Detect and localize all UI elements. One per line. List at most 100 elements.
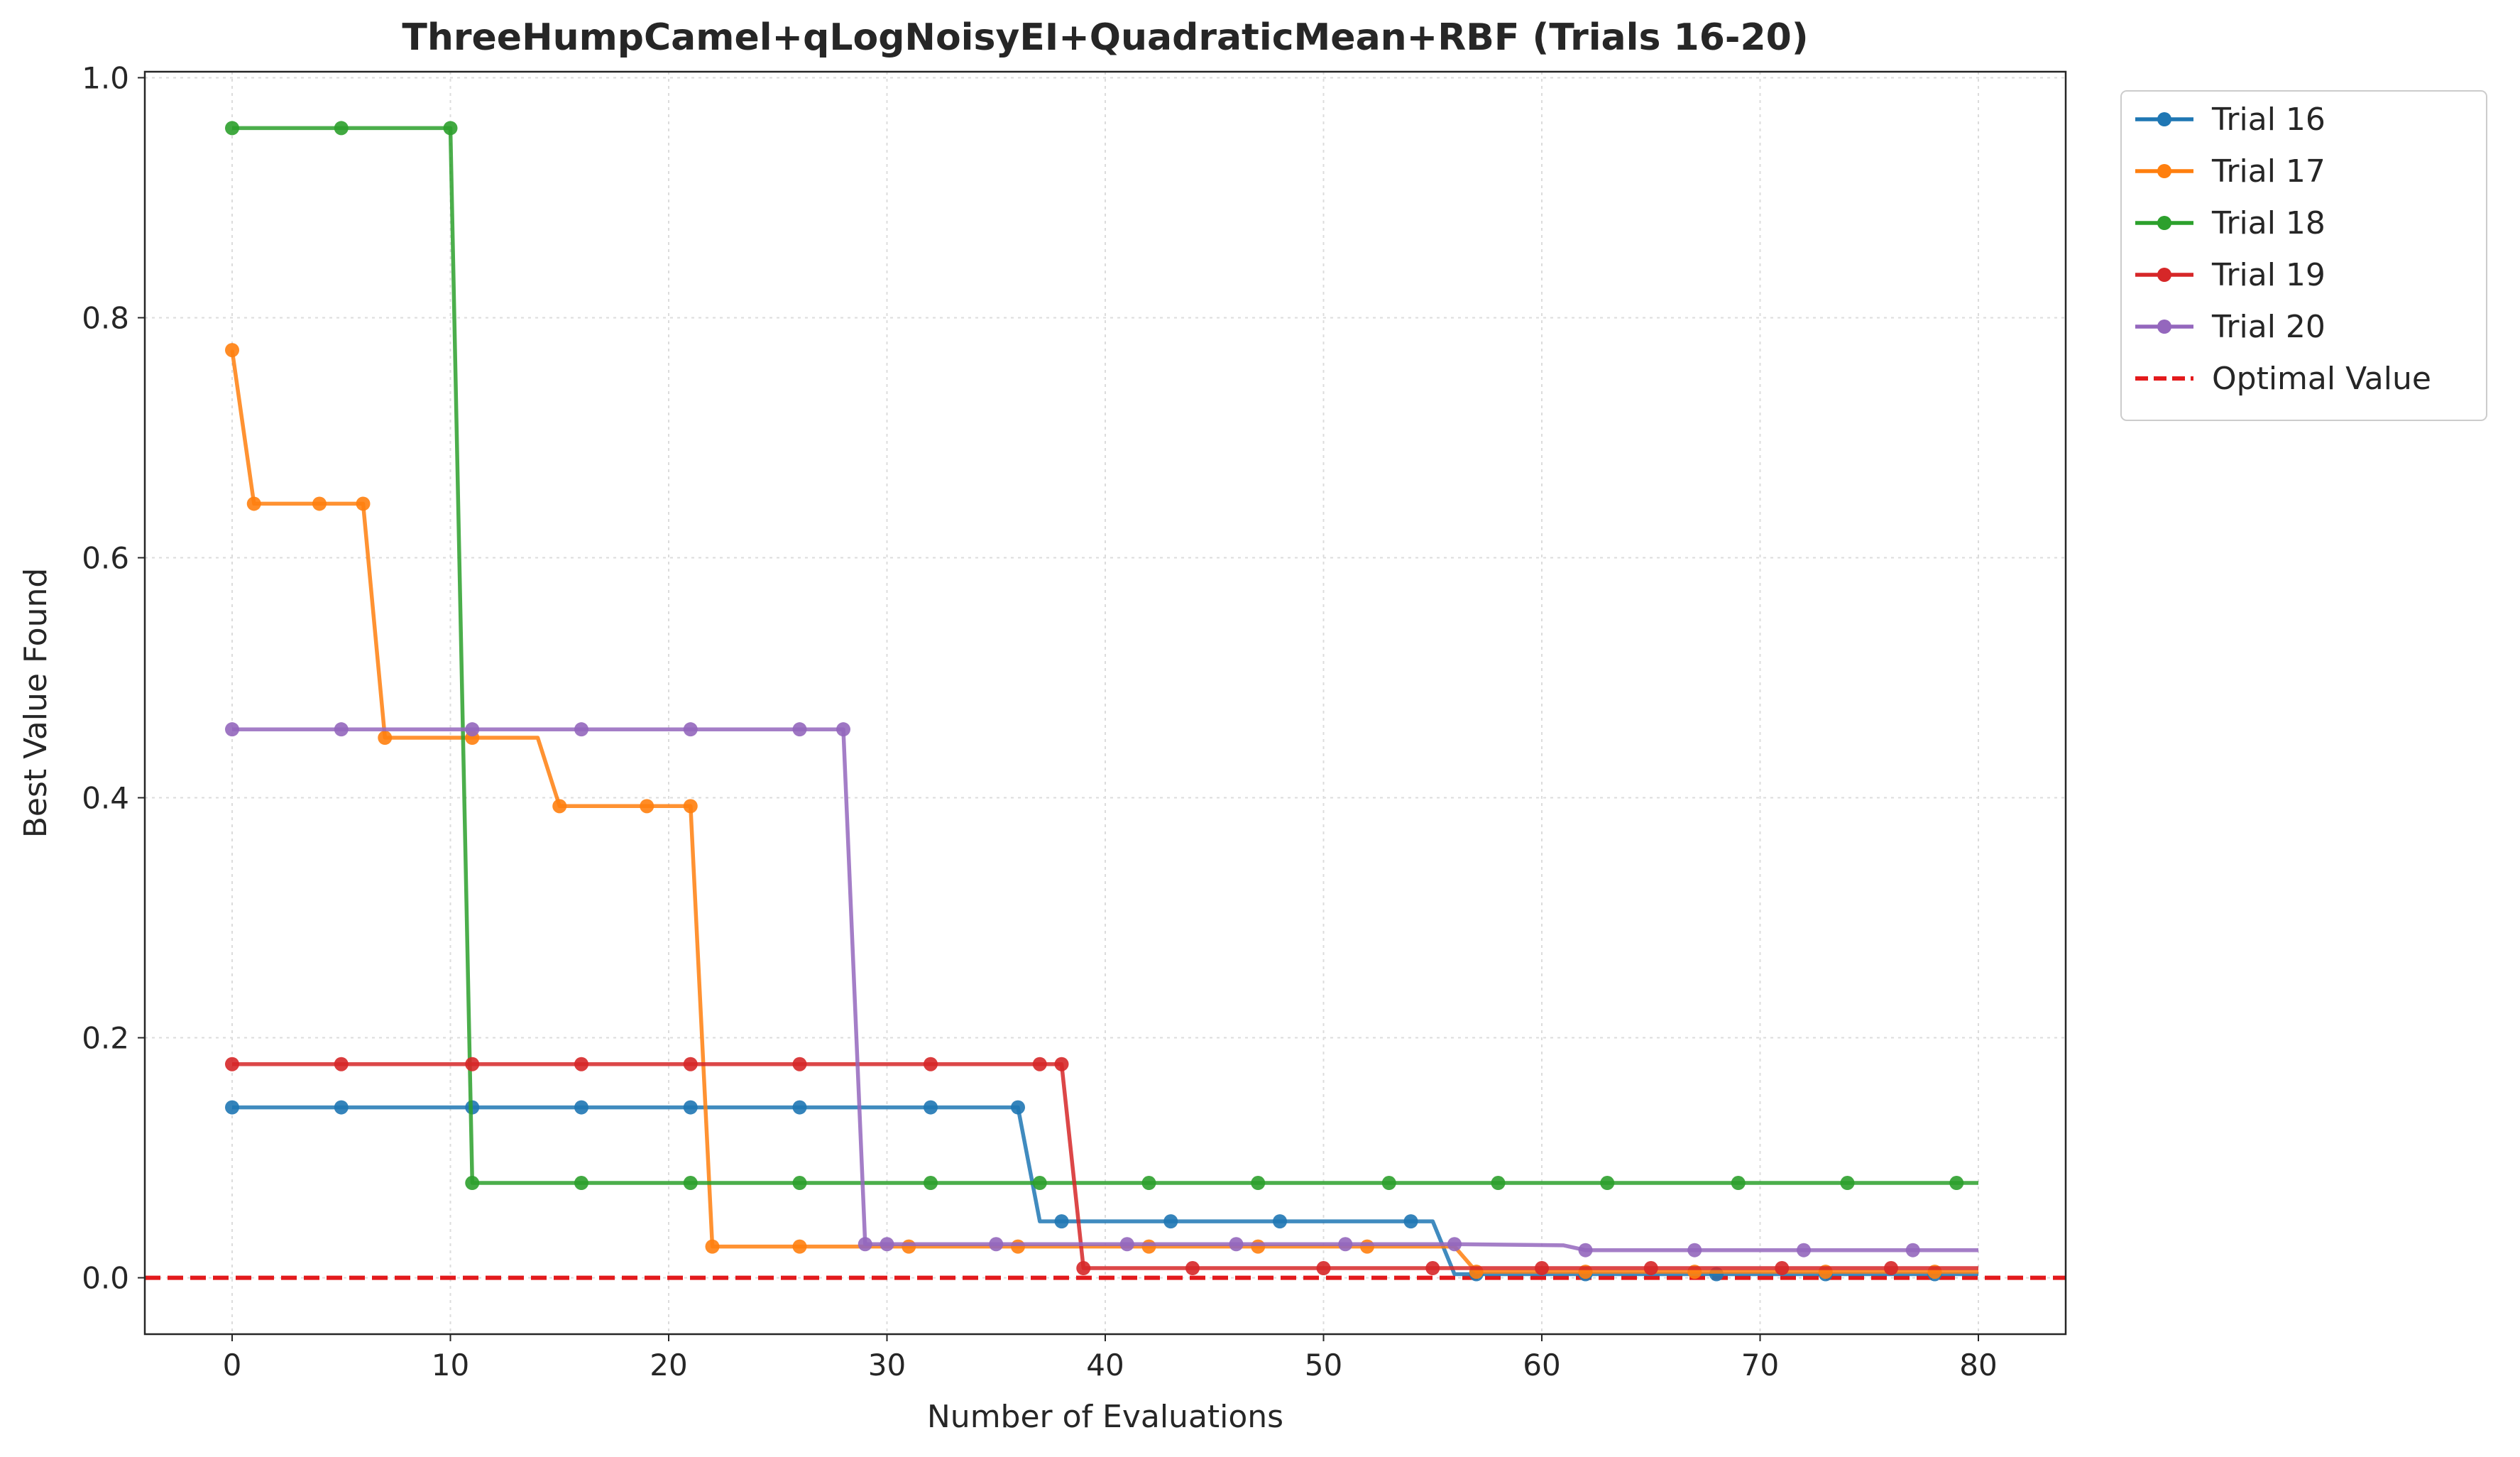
data-point: [378, 731, 393, 746]
data-point: [574, 722, 588, 737]
data-point: [465, 722, 480, 737]
data-point: [683, 1100, 698, 1115]
data-point: [683, 722, 698, 737]
data-point: [640, 799, 654, 814]
data-point: [1949, 1176, 1964, 1191]
data-point: [1775, 1261, 1790, 1276]
data-point: [1119, 1237, 1134, 1252]
chart-title: ThreeHumpCamel+qLogNoisyEI+QuadraticMean…: [402, 16, 1808, 59]
data-point: [1054, 1057, 1069, 1071]
data-point: [683, 1057, 698, 1071]
legend-swatch-marker: [2157, 216, 2171, 230]
data-point: [225, 1100, 239, 1115]
y-tick-label: 0.0: [82, 1261, 129, 1296]
data-point: [924, 1057, 938, 1071]
y-tick-label: 1.0: [82, 60, 129, 95]
data-point: [880, 1237, 894, 1252]
data-point: [1491, 1176, 1506, 1191]
data-point: [1032, 1057, 1047, 1071]
series-group: [225, 121, 1978, 1282]
data-point: [1578, 1243, 1593, 1257]
x-axis-label: Number of Evaluations: [927, 1399, 1283, 1435]
series-line: [230, 349, 1978, 1274]
legend-swatch-marker: [2157, 112, 2171, 126]
data-point: [356, 496, 371, 511]
data-point: [924, 1100, 938, 1115]
x-tick-label: 70: [1741, 1348, 1779, 1382]
data-point: [443, 121, 458, 136]
data-point: [1185, 1261, 1200, 1276]
data-point: [683, 1176, 698, 1191]
series-trial-18: [225, 121, 1978, 1191]
y-tick-label: 0.6: [82, 540, 129, 575]
legend-label: Trial 16: [2211, 102, 2325, 138]
y-tick-label: 0.2: [82, 1021, 129, 1056]
data-point: [792, 1239, 807, 1254]
legend-label: Trial 20: [2211, 309, 2325, 345]
data-point: [574, 1057, 588, 1071]
x-tick-label: 40: [1086, 1348, 1124, 1382]
data-point: [902, 1239, 916, 1254]
data-point: [334, 722, 349, 737]
data-point: [1360, 1239, 1374, 1254]
data-point: [1840, 1176, 1855, 1191]
x-tick-label: 0: [223, 1348, 242, 1382]
series-trial-20: [225, 722, 1978, 1257]
data-point: [1076, 1261, 1091, 1276]
data-point: [1163, 1214, 1178, 1229]
data-point: [1381, 1176, 1396, 1191]
data-point: [225, 343, 239, 358]
series-line: [232, 126, 1978, 1185]
data-point: [574, 1176, 588, 1191]
x-tick-label: 50: [1305, 1348, 1342, 1382]
data-point: [312, 496, 327, 511]
data-point: [836, 722, 850, 737]
legend-label: Trial 19: [2211, 257, 2325, 293]
x-tick-label: 10: [432, 1348, 469, 1382]
data-point: [1687, 1243, 1702, 1257]
data-point: [552, 799, 567, 814]
data-point: [1425, 1261, 1440, 1276]
series-line: [232, 1062, 1978, 1270]
legend-label: Trial 18: [2211, 205, 2325, 241]
series-line: [232, 727, 1978, 1253]
data-point: [858, 1237, 872, 1252]
data-point: [1643, 1261, 1658, 1276]
data-point: [1229, 1237, 1244, 1252]
y-axis-label: Best Value Found: [18, 568, 54, 839]
x-tick-label: 80: [1959, 1348, 1997, 1382]
data-point: [574, 1100, 588, 1115]
data-point: [334, 1057, 349, 1071]
data-point: [683, 799, 698, 814]
data-point: [1141, 1176, 1156, 1191]
data-point: [1731, 1176, 1746, 1191]
data-point: [246, 496, 261, 511]
x-tick-label: 20: [650, 1348, 687, 1382]
data-point: [1273, 1214, 1287, 1229]
legend-swatch-marker: [2157, 268, 2171, 282]
y-tick-label: 0.4: [82, 781, 129, 816]
data-point: [792, 1176, 807, 1191]
data-point: [1797, 1243, 1811, 1257]
legend-box: [2120, 90, 2487, 421]
data-point: [465, 1057, 480, 1071]
legend-label: Optimal Value: [2212, 361, 2431, 397]
data-point: [225, 121, 239, 136]
data-point: [705, 1239, 720, 1254]
data-point: [1338, 1237, 1353, 1252]
data-point: [1535, 1261, 1549, 1276]
data-point: [334, 121, 349, 136]
data-point: [1403, 1214, 1418, 1229]
data-point: [1032, 1176, 1047, 1191]
data-point: [792, 722, 807, 737]
series-trial-19: [225, 1057, 1978, 1276]
data-point: [989, 1237, 1004, 1252]
x-tick-label: 60: [1523, 1348, 1560, 1382]
x-tick-label: 30: [868, 1348, 906, 1382]
data-point: [792, 1100, 807, 1115]
data-point: [1600, 1176, 1615, 1191]
data-point: [1447, 1237, 1462, 1252]
data-point: [1905, 1243, 1920, 1257]
data-point: [1251, 1176, 1266, 1191]
data-point: [924, 1176, 938, 1191]
